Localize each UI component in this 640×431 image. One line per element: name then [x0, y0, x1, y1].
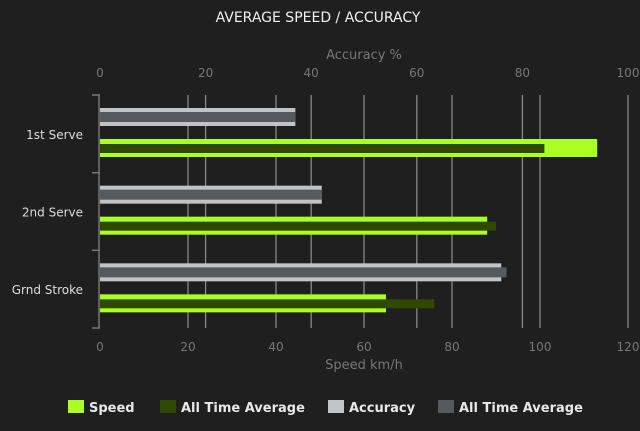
- top-tick-label: 40: [304, 66, 319, 80]
- legend-label: Speed: [89, 401, 135, 416]
- bottom-axis-label: Speed km/h: [325, 358, 403, 373]
- bottom-tick-label: 80: [444, 340, 459, 354]
- legend-swatch: [328, 400, 344, 413]
- bar-speed-all-time-average: [100, 299, 435, 309]
- bottom-tick-label: 60: [356, 340, 371, 354]
- legend-swatch: [438, 400, 454, 413]
- bottom-tick-label: 40: [268, 340, 283, 354]
- top-tick-label: 80: [515, 66, 530, 80]
- legend-label: All Time Average: [459, 401, 583, 416]
- legend-label: All Time Average: [181, 401, 305, 416]
- top-tick-label: 60: [409, 66, 424, 80]
- bottom-tick-label: 100: [529, 340, 552, 354]
- bottom-tick-label: 0: [96, 340, 104, 354]
- top-tick-label: 20: [198, 66, 213, 80]
- legend-label: Accuracy: [349, 401, 416, 416]
- bar-accuracy-all-time-average: [100, 267, 507, 278]
- legend-swatch: [160, 400, 176, 413]
- top-tick-label: 0: [96, 66, 104, 80]
- category-label: Grnd Stroke: [12, 283, 83, 297]
- bottom-tick-label: 120: [617, 340, 640, 354]
- top-tick-label: 100: [617, 66, 640, 80]
- category-label: 1st Serve: [26, 128, 83, 142]
- bottom-tick-label: 20: [180, 340, 195, 354]
- top-axis-label: Accuracy %: [326, 48, 402, 63]
- bar-accuracy-all-time-average: [100, 112, 296, 122]
- bar-speed-all-time-average: [100, 221, 496, 231]
- chart-title: AVERAGE SPEED / ACCURACY: [216, 10, 421, 26]
- bar-speed-all-time-average: [100, 144, 545, 153]
- bar-accuracy-all-time-average: [100, 189, 322, 200]
- legend-swatch: [68, 400, 84, 413]
- category-label: 2nd Serve: [22, 206, 83, 220]
